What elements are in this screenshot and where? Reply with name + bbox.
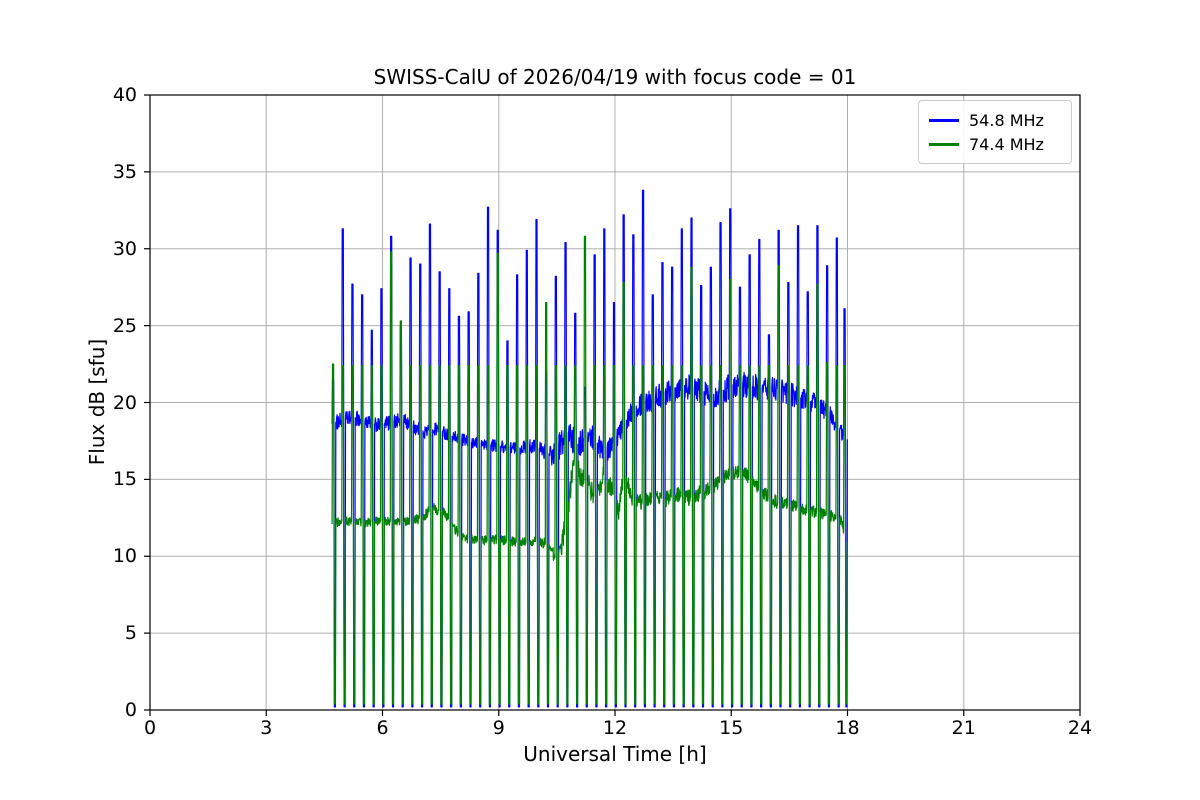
y-tick-label: 15 <box>112 468 137 491</box>
legend-line-74.4mhz <box>929 142 959 146</box>
x-tick-label: 12 <box>602 717 628 739</box>
x-tick-label: 15 <box>719 717 744 739</box>
y-tick-label: 30 <box>112 237 137 260</box>
chart-title: SWISS-CalU of 2026/04/19 with focus code… <box>373 65 857 89</box>
series-line-74.4-mhz <box>331 235 848 705</box>
y-tick-label: 5 <box>124 622 137 645</box>
y-tick-label: 20 <box>112 391 137 414</box>
y-tick-label: 25 <box>112 314 137 337</box>
x-tick-label: 21 <box>951 717 976 739</box>
y-tick-label: 35 <box>112 160 137 183</box>
legend-entry: 74.4 MHz <box>929 132 1071 156</box>
legend-entry: 54.8 MHz <box>929 108 1071 132</box>
series-line-54.8-mhz <box>331 189 848 708</box>
y-tick-label: 0 <box>124 699 137 721</box>
x-tick-label: 3 <box>260 717 273 739</box>
x-tick-label: 9 <box>492 717 505 739</box>
x-tick-label: 18 <box>835 717 860 739</box>
x-tick-label: 24 <box>1067 717 1093 739</box>
y-tick-label: 40 <box>112 84 137 106</box>
legend: 54.8 MHz 74.4 MHz <box>918 100 1072 164</box>
legend-label-54.8mhz: 54.8 MHz <box>969 110 1044 130</box>
x-tick-label: 6 <box>376 717 389 739</box>
legend-line-54.8mhz <box>929 118 959 122</box>
x-tick-label: 0 <box>143 717 157 739</box>
x-axis-label: Universal Time [h] <box>523 742 707 766</box>
y-tick-label: 10 <box>112 545 137 568</box>
legend-label-74.4mhz: 74.4 MHz <box>969 134 1044 154</box>
